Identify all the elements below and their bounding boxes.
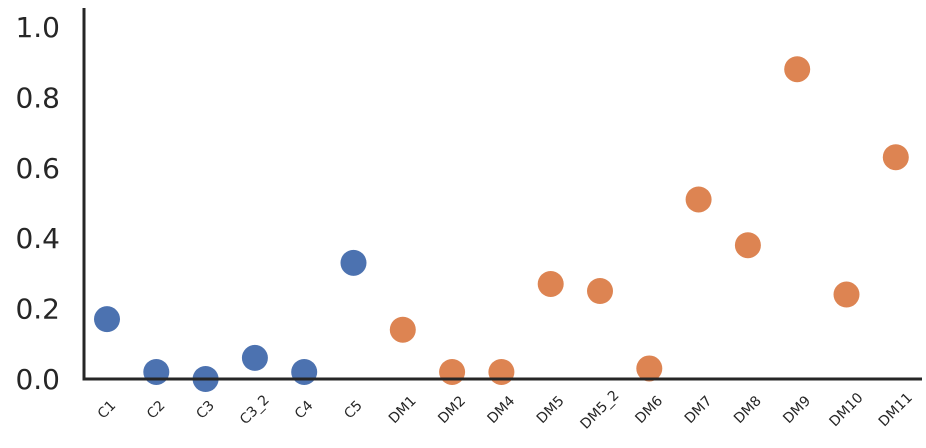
data-point-dm5-2 (587, 278, 613, 304)
y-tick-label: 0.0 (15, 363, 60, 396)
data-point-dm10 (833, 281, 860, 308)
x-tick-label: DM8 (731, 393, 765, 427)
y-tick-label: 0.6 (15, 152, 60, 185)
x-tick-label: DM7 (682, 393, 716, 427)
x-tick-label: C4 (292, 398, 317, 423)
data-point-dm1 (389, 316, 416, 343)
x-tick-label: DM4 (485, 393, 519, 427)
data-point-c5 (340, 249, 367, 276)
data-points (94, 56, 909, 392)
x-tick-label: DM2 (435, 393, 469, 427)
x-tick-label: C3 (193, 398, 218, 423)
data-point-dm5 (537, 270, 564, 297)
x-tick-label: C2 (144, 398, 169, 423)
data-point-c3-2 (241, 344, 268, 371)
y-axis-ticks: 0.0 0.2 0.4 0.6 0.8 1.0 (15, 11, 60, 396)
data-point-dm2 (439, 358, 466, 385)
y-tick-label: 0.4 (15, 222, 60, 255)
y-tick-label: 0.8 (15, 81, 60, 114)
x-tick-label: DM9 (780, 393, 814, 427)
y-tick-label: 0.2 (15, 293, 60, 326)
data-point-c1 (94, 306, 120, 333)
x-tick-label: DM10 (826, 390, 866, 430)
data-point-c2 (143, 358, 170, 385)
x-tick-label: DM11 (876, 390, 916, 430)
x-axis-ticks: C1 C2 C3 C3_2 C4 C5 DM1 DM2 DM4 DM5 DM5_2 DM6 DM7 DM8… (95, 387, 916, 432)
x-tick-label: C1 (95, 398, 120, 423)
y-tick-label: 1.0 (15, 11, 60, 44)
x-tick-label: DM5 (534, 393, 568, 427)
data-point-dm6 (636, 355, 663, 382)
x-tick-label: DM1 (386, 393, 420, 427)
x-tick-label: C3_2 (237, 392, 273, 428)
data-point-dm4 (488, 358, 515, 385)
data-point-dm7 (685, 186, 712, 213)
data-point-dm11 (882, 144, 909, 171)
data-point-dm9 (784, 56, 811, 83)
x-tick-label: C5 (341, 398, 366, 423)
data-point-dm8 (734, 232, 761, 259)
x-tick-label: DM6 (632, 393, 666, 427)
data-point-c4 (291, 358, 318, 385)
x-tick-label: DM5_2 (577, 387, 622, 432)
